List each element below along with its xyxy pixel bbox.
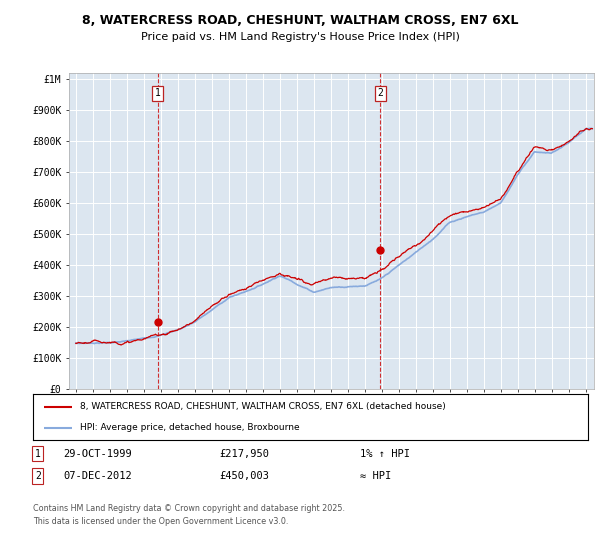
- Text: HPI: Average price, detached house, Broxbourne: HPI: Average price, detached house, Brox…: [80, 423, 300, 432]
- Text: 07-DEC-2012: 07-DEC-2012: [63, 471, 132, 481]
- Text: 1: 1: [35, 449, 41, 459]
- Text: 8, WATERCRESS ROAD, CHESHUNT, WALTHAM CROSS, EN7 6XL: 8, WATERCRESS ROAD, CHESHUNT, WALTHAM CR…: [82, 14, 518, 27]
- Text: 8, WATERCRESS ROAD, CHESHUNT, WALTHAM CROSS, EN7 6XL (detached house): 8, WATERCRESS ROAD, CHESHUNT, WALTHAM CR…: [80, 402, 446, 411]
- Text: 1: 1: [155, 88, 161, 99]
- Text: 1% ↑ HPI: 1% ↑ HPI: [360, 449, 410, 459]
- Text: Price paid vs. HM Land Registry's House Price Index (HPI): Price paid vs. HM Land Registry's House …: [140, 32, 460, 43]
- Text: Contains HM Land Registry data © Crown copyright and database right 2025.
This d: Contains HM Land Registry data © Crown c…: [33, 504, 345, 525]
- Text: £217,950: £217,950: [219, 449, 269, 459]
- Text: 2: 2: [377, 88, 383, 99]
- Text: 2: 2: [35, 471, 41, 481]
- Text: ≈ HPI: ≈ HPI: [360, 471, 391, 481]
- Text: £450,003: £450,003: [219, 471, 269, 481]
- Text: 29-OCT-1999: 29-OCT-1999: [63, 449, 132, 459]
